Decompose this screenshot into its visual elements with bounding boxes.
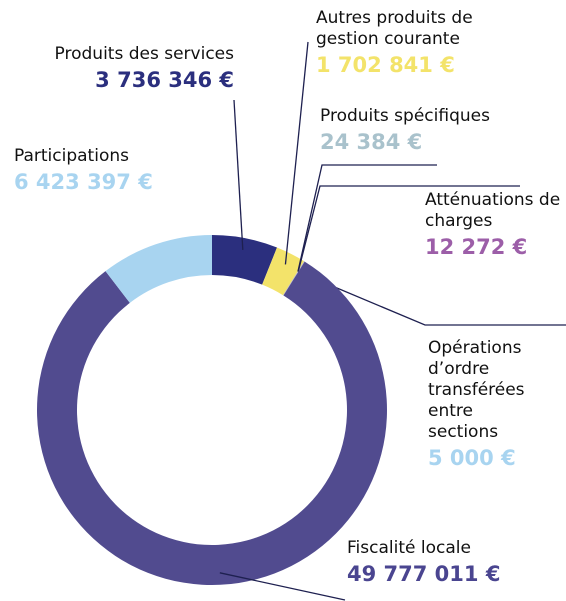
slice-label: Participations 6 423 397 € [14,146,153,197]
value-label: 3 736 346 € [95,68,234,92]
leader-line [297,164,437,272]
value-label: 49 777 011 € [347,562,501,586]
category-name: Produits des services [54,44,234,64]
category-name: Autres produits de gestion courante [316,8,473,49]
leader-line [284,41,309,265]
slice-label: Autres produits de gestion courante 1 702… [316,8,516,80]
donut-slice [105,235,212,303]
category-name: Opérations d’ordre transférées entre sec… [428,338,525,442]
value-label: 5 000 € [428,446,516,470]
category-name: Participations [14,146,129,166]
leader-line [233,99,244,250]
leader-line [298,271,566,326]
category-name: Fiscalité locale [347,538,471,558]
leader-line [297,185,520,272]
donut-slice [283,261,305,296]
leader-line [219,572,346,601]
category-name: Atténuations de charges [425,190,561,231]
slice-label: Atténuations de charges 12 272 € [425,190,565,262]
value-label: 24 384 € [320,130,423,154]
category-name: Produits spécifiques [320,106,490,126]
slice-label: Produits des services 3 736 346 € [55,44,234,95]
slice-label: Opérations d’ordre transférées entre sec… [428,338,546,473]
slice-label: Fiscalité locale 49 777 011 € [347,538,500,589]
donut-slice [262,247,305,296]
slice-label: Produits spécifiques 24 384 € [320,106,490,157]
donut-slice [212,235,278,285]
value-label: 1 702 841 € [316,53,455,77]
value-label: 6 423 397 € [14,170,153,194]
donut-slice [36,261,387,585]
value-label: 12 272 € [425,235,528,259]
